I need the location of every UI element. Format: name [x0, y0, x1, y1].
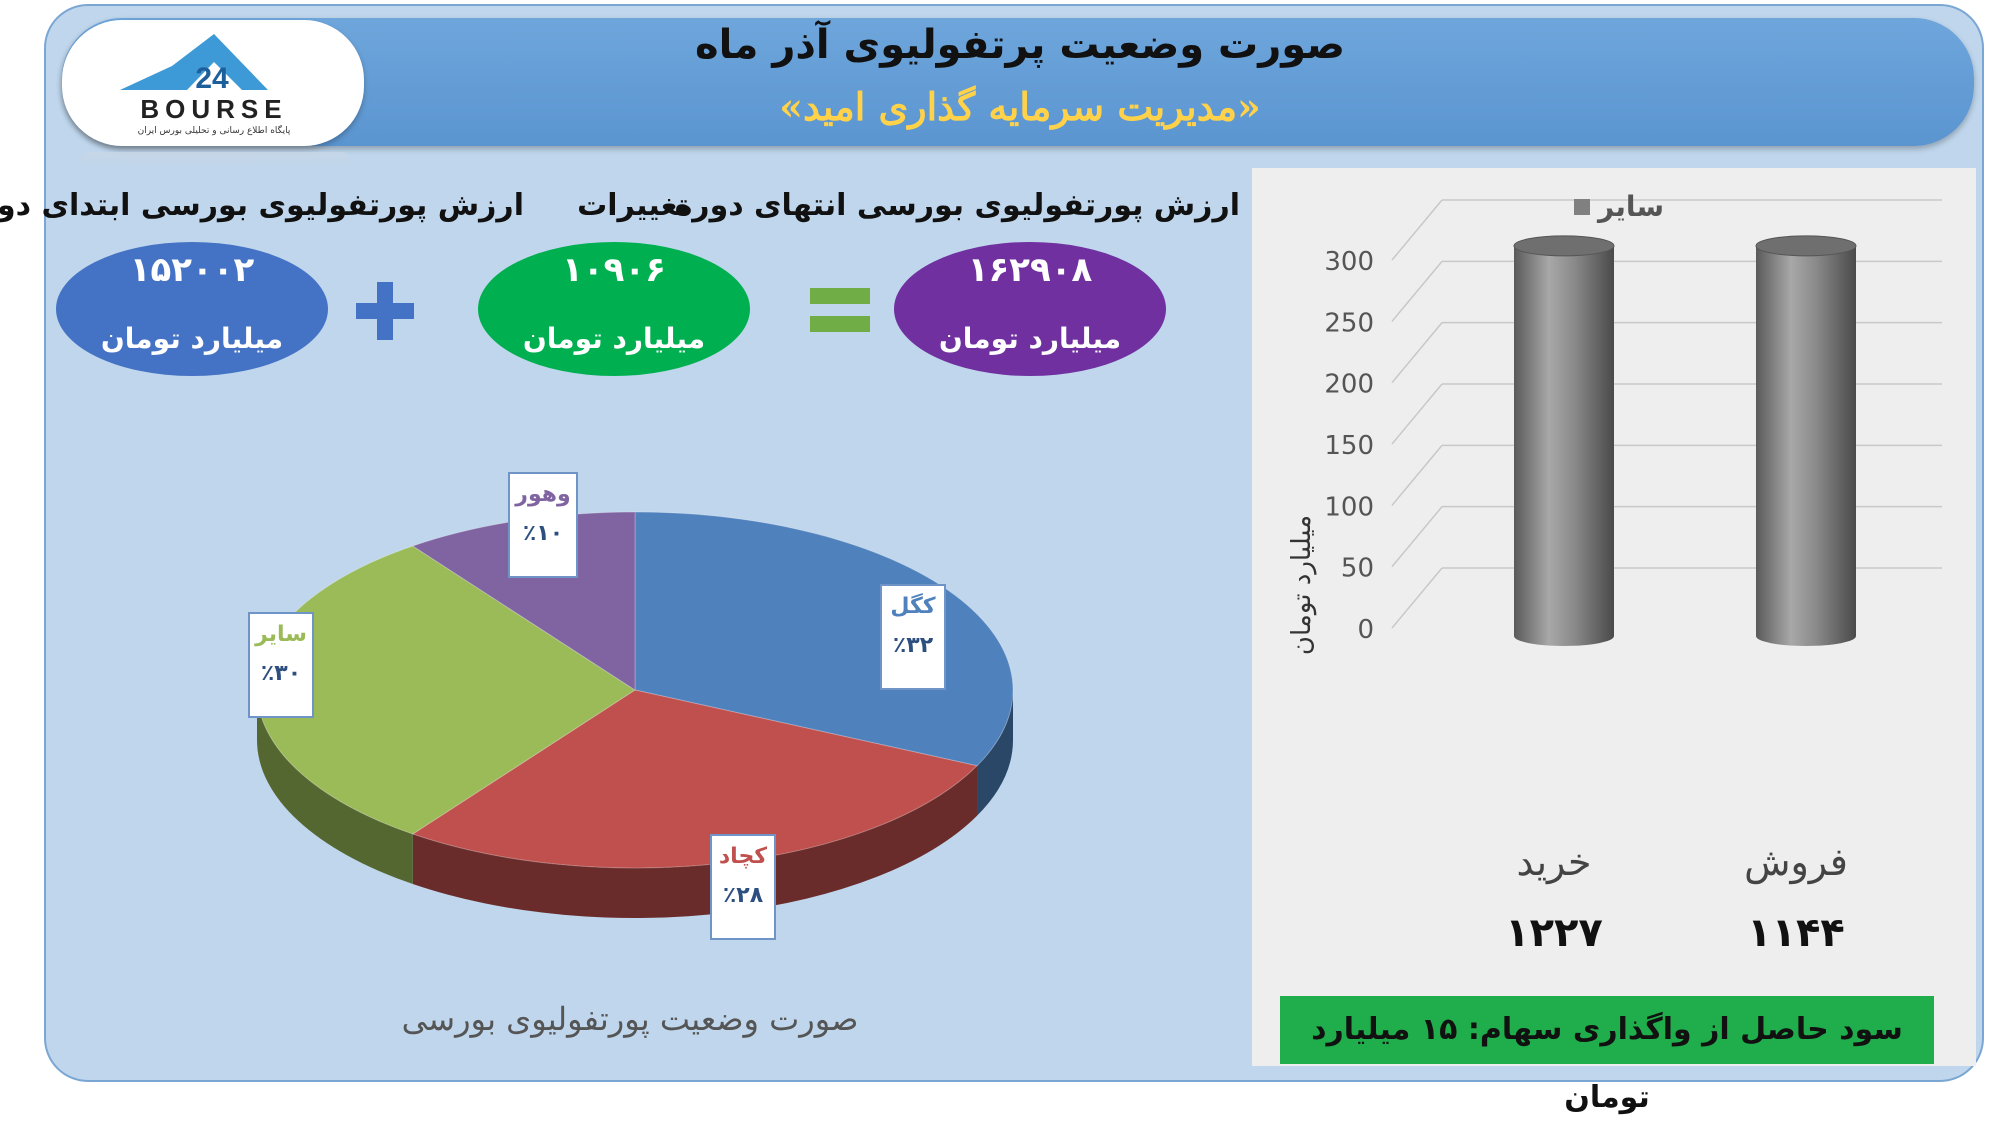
kpi-start-ellipse: ۱۵۲۰۰۲ میلیارد تومان — [56, 242, 328, 376]
kpi-change-label: تغییرات — [577, 188, 689, 223]
pie-side-کگل — [977, 690, 1013, 816]
gridline-depth — [1391, 444, 1443, 506]
pie-label-percent: ٪۳۰ — [260, 661, 302, 686]
page-title: صورت وضعیت پرتفولیوی آذر ماه — [695, 22, 1345, 68]
gridline-depth — [1391, 260, 1443, 322]
header-banner — [62, 18, 1974, 146]
bar-value-sell: ۱۱۴۴ — [1747, 910, 1845, 956]
bar-خرید — [1514, 245, 1614, 646]
pie-label-kchad: کچاد ٪۲۸ — [710, 834, 776, 940]
kpi-end-value: ۱۶۲۹۰۸ — [967, 250, 1093, 290]
logo-number: 24 — [195, 62, 229, 95]
y-axis-label: میلیارد تومان — [1287, 514, 1317, 656]
pie-slice — [634, 511, 1014, 767]
kpi-change-unit: میلیارد تومان — [522, 322, 706, 355]
bar-top — [1755, 235, 1857, 257]
page-subtitle: «مدیریت سرمایه گذاری امید» — [779, 84, 1261, 129]
logo-tagline: پایگاه اطلاع رسانی و تحلیلی بورس ایران — [138, 124, 291, 136]
logo-reflection — [80, 152, 350, 170]
kpi-end-ellipse: ۱۶۲۹۰۸ میلیارد تومان — [894, 242, 1166, 376]
bourse24-logo: 24 BOURSE پایگاه اطلاع رسانی و تحلیلی بو… — [120, 34, 291, 136]
portfolio-pie-chart — [256, 511, 1014, 918]
gridline-depth — [1391, 506, 1443, 568]
kpi-start-value: ۱۵۲۰۰۲ — [129, 250, 255, 290]
pie-label-percent: ٪۲۸ — [722, 883, 764, 908]
y-tick-label: 100 — [1324, 492, 1374, 522]
chart-legend: سایر — [1574, 190, 1664, 223]
pie-label-percent: ٪۱۰ — [522, 521, 564, 546]
pie-label-name: کچاد — [718, 844, 768, 869]
gridline-depth — [1391, 383, 1443, 445]
pie-label-vahur: وهور ٪۱۰ — [508, 472, 578, 578]
kpi-end-label: ارزش پورتفولیوی بورسی انتهای دوره — [674, 188, 1240, 223]
kpi-start-unit: میلیارد تومان — [100, 322, 284, 355]
equals-icon — [810, 288, 870, 332]
y-tick-label: 250 — [1324, 308, 1374, 338]
pie-side-کچاد — [412, 765, 978, 918]
pie-label-name: سایر — [255, 622, 307, 647]
pie-label-percent: ٪۳۲ — [892, 633, 934, 658]
bar-category-buy: خرید — [1516, 840, 1592, 884]
plus-icon — [356, 282, 414, 340]
bar-value-buy: ۱۲۲۷ — [1505, 910, 1603, 956]
pie-label-name: کگل — [890, 594, 936, 619]
buy-sell-bar-chart: 0 50 100 150 200 250 300 — [1324, 199, 1942, 646]
bar-فروش — [1756, 245, 1856, 646]
kpi-change-ellipse: ۱۰۹۰۶ میلیارد تومان — [478, 242, 750, 376]
pie-label-sayer: سایر ٪۳۰ — [248, 612, 314, 718]
y-tick-label: 150 — [1324, 431, 1374, 461]
gridline-depth — [1391, 322, 1443, 384]
pie-side-سایر — [257, 690, 413, 885]
legend-label: سایر — [1598, 190, 1664, 223]
y-tick-label: 300 — [1324, 247, 1374, 277]
y-tick-label: 200 — [1324, 370, 1374, 400]
gridline-depth — [1391, 567, 1443, 629]
pie-label-name: وهور — [515, 482, 571, 507]
kpi-start-label: ارزش پورتفولیوی بورسی ابتدای دوره — [0, 188, 524, 223]
profit-note: سود حاصل از واگذاری سهام: ۱۵ میلیارد توم… — [1280, 996, 1934, 1115]
pie-label-kgol: کگل ٪۳۲ — [880, 584, 946, 690]
legend-swatch — [1574, 198, 1590, 215]
bar-top — [1513, 235, 1615, 257]
gridline-depth — [1391, 199, 1443, 261]
y-tick-label: 50 — [1341, 554, 1374, 584]
pie-caption: صورت وضعیت پورتفولیوی بورسی — [401, 1000, 859, 1038]
kpi-end-unit: میلیارد تومان — [938, 322, 1122, 355]
kpi-change-value: ۱۰۹۰۶ — [562, 250, 666, 290]
y-tick-label: 0 — [1357, 615, 1374, 645]
bar-category-sell: فروش — [1744, 840, 1848, 884]
logo-text: BOURSE — [140, 94, 287, 124]
